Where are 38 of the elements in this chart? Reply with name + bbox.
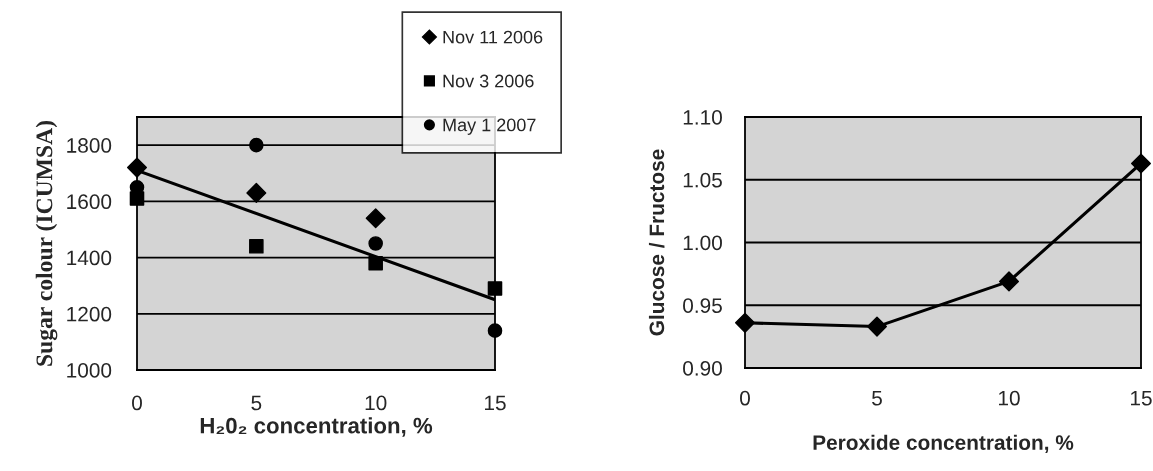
point	[365, 208, 386, 229]
y-tick-label: 1.05	[683, 172, 722, 188]
y-tick-label: 1.10	[683, 110, 722, 125]
legend-label: Nov 3 2006	[443, 74, 534, 88]
point	[998, 271, 1020, 292]
point	[246, 182, 267, 203]
x-tick-label: 5	[251, 395, 262, 411]
x-tick-label: 0	[132, 395, 142, 411]
y-tick-label: 1800	[67, 138, 112, 153]
y-tick-label: 0.95	[683, 298, 722, 313]
y-tick-label: 1600	[67, 194, 112, 210]
y-tick-label: 1000	[67, 363, 112, 378]
x-tick-label: 15	[485, 395, 506, 411]
y-axis-title: Glucose / Fructose	[648, 149, 665, 336]
x-tick-label: 0	[740, 390, 750, 406]
y-axis-title: Sugar colour (ICUMSA)	[35, 121, 58, 366]
point	[368, 236, 383, 251]
point	[734, 312, 756, 333]
x-tick-label: 15	[1131, 390, 1152, 406]
point	[487, 281, 503, 296]
point	[368, 255, 383, 271]
x-axis-title: H₂0₂ concentration, %	[200, 417, 433, 437]
point	[487, 323, 503, 338]
x-tick-label: 10	[365, 395, 387, 411]
legend-label: May 1 2007	[443, 118, 536, 135]
x-axis-title: Peroxide concentration, %	[813, 434, 1074, 453]
y-tick-label: 1.00	[683, 235, 722, 251]
y-tick-label: 1400	[67, 250, 112, 266]
point	[126, 157, 148, 178]
y-tick-label: 0.90	[683, 361, 722, 376]
point	[249, 137, 264, 153]
point	[866, 316, 888, 337]
x-tick-label: 10	[999, 390, 1020, 406]
x-tick-label: 5	[872, 390, 882, 406]
point	[249, 239, 264, 254]
legend-label: Nov 11 2006	[443, 30, 543, 44]
point	[1130, 153, 1152, 174]
y-tick-label: 1200	[67, 306, 112, 322]
